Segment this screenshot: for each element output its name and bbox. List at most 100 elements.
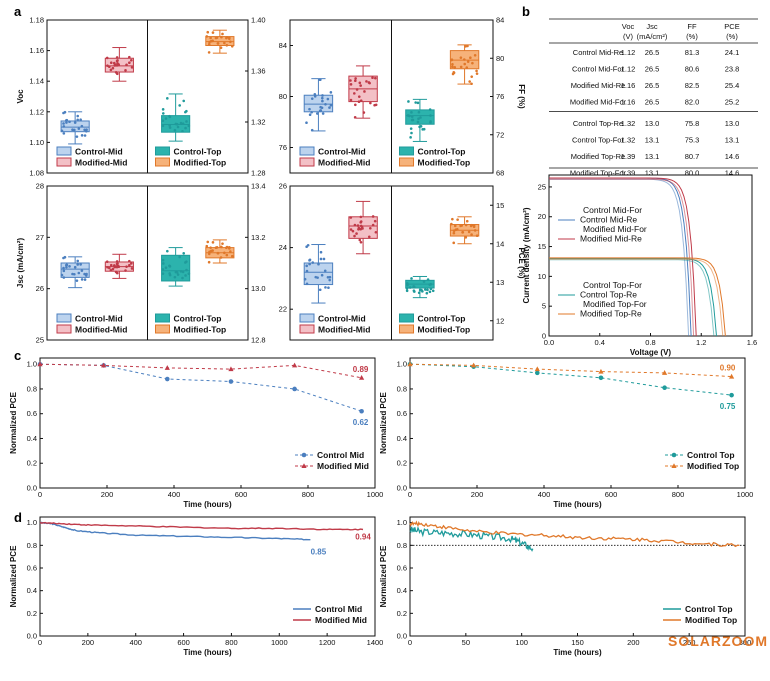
data-point [472, 225, 476, 229]
tick-label: 0.6 [27, 564, 37, 573]
tick-label: 5 [542, 302, 546, 311]
table-row-label: Control Mid-For [572, 65, 625, 74]
data-point [475, 69, 478, 73]
data-point [185, 120, 188, 123]
table-cell: 26.5 [645, 98, 660, 107]
legend-label: Control Mid [317, 450, 364, 460]
data-point [187, 124, 191, 128]
tick-label: 1.2 [696, 338, 706, 347]
data-point [328, 275, 332, 279]
data-point [453, 224, 457, 228]
tick-label: 0.6 [27, 409, 37, 418]
data-point [161, 258, 165, 262]
legend-swatch [155, 313, 170, 323]
data-point [451, 62, 454, 66]
data-point [321, 99, 324, 103]
legend-swatch [299, 146, 315, 156]
tick-label: 76 [279, 143, 287, 152]
data-point [207, 42, 211, 46]
tick-label: 100 [515, 638, 528, 647]
legend-swatch [155, 146, 170, 156]
data-point [220, 35, 223, 39]
data-point [412, 285, 416, 289]
table-cell: 75.8 [685, 119, 700, 128]
jv-curve-chart: 0.0 0.4 0.8 1.2 1.6 0 5 10 15 20 25 Voltage (V) Curr… [522, 174, 757, 357]
tick-label: 26 [36, 284, 44, 293]
data-point [356, 224, 360, 227]
data-point [349, 228, 353, 231]
data-point [368, 81, 371, 85]
data-point [423, 288, 427, 291]
tick-label: 800 [225, 638, 238, 647]
tick-label: 0.6 [397, 409, 407, 418]
panel-label-b: b [522, 4, 530, 19]
tick-label: 0.4 [397, 586, 407, 595]
watermark: SOLARZOOM [668, 633, 768, 649]
table-cell: 26.5 [645, 65, 660, 74]
tick-label: 0 [408, 490, 412, 499]
data-point [205, 35, 209, 38]
data-point [359, 220, 363, 223]
plot-frame [39, 357, 376, 489]
data-point [109, 268, 113, 272]
table-cell: 82.5 [685, 81, 700, 90]
data-point [219, 256, 223, 259]
y-axis-label: Voc [16, 89, 25, 104]
data-point [416, 120, 420, 124]
tick-label: 1200 [319, 638, 336, 647]
data-point [310, 97, 314, 100]
data-point [65, 265, 68, 269]
data-point [225, 44, 229, 47]
data-point [181, 129, 184, 133]
data-point [329, 91, 333, 94]
data-point [128, 263, 131, 267]
y-axis-label: Normalized PCE [379, 545, 388, 607]
jv-curve [549, 257, 726, 337]
data-marker [292, 362, 298, 368]
data-point [371, 76, 374, 79]
data-point [305, 121, 308, 125]
tick-label: 72 [496, 130, 504, 139]
data-point [465, 219, 469, 223]
legend-label: Modified-Top [174, 158, 227, 168]
series-line [409, 363, 732, 378]
legend-label: Control Top-For [583, 280, 642, 290]
tick-label: 13.4 [251, 182, 266, 191]
tick-label: 1.10 [29, 138, 44, 147]
data-point [321, 112, 325, 115]
data-marker [101, 362, 107, 368]
data-marker [359, 375, 365, 380]
tick-label: 13 [496, 278, 504, 287]
legend-swatch [399, 146, 414, 156]
data-point [65, 121, 68, 124]
table-cell: 25.4 [725, 81, 740, 90]
table-cell: 13.1 [645, 136, 660, 145]
data-point [124, 68, 127, 72]
data-point [77, 271, 81, 275]
data-point [470, 82, 473, 86]
data-point [426, 288, 429, 292]
legend-label: Modified-Top [418, 158, 471, 168]
data-point [68, 120, 71, 124]
data-point [216, 42, 220, 45]
data-point [60, 129, 64, 133]
data-marker [164, 365, 170, 370]
data-point [209, 36, 212, 40]
data-point [77, 127, 81, 130]
data-point [452, 241, 456, 245]
table-cell: 26.5 [645, 48, 660, 57]
data-point [405, 287, 409, 290]
y-axis-label: Normalized PCE [379, 391, 388, 453]
data-point [353, 92, 356, 95]
data-point [111, 66, 115, 70]
data-point [310, 128, 314, 132]
data-point [320, 273, 324, 277]
series-line [409, 526, 534, 552]
legend-swatch [299, 157, 315, 167]
data-point [175, 122, 179, 126]
tick-label: 15 [538, 242, 546, 251]
data-point [176, 273, 180, 276]
table-cell: 23.8 [725, 65, 740, 74]
tick-label: 80 [279, 92, 287, 101]
tick-label: 84 [496, 16, 504, 25]
